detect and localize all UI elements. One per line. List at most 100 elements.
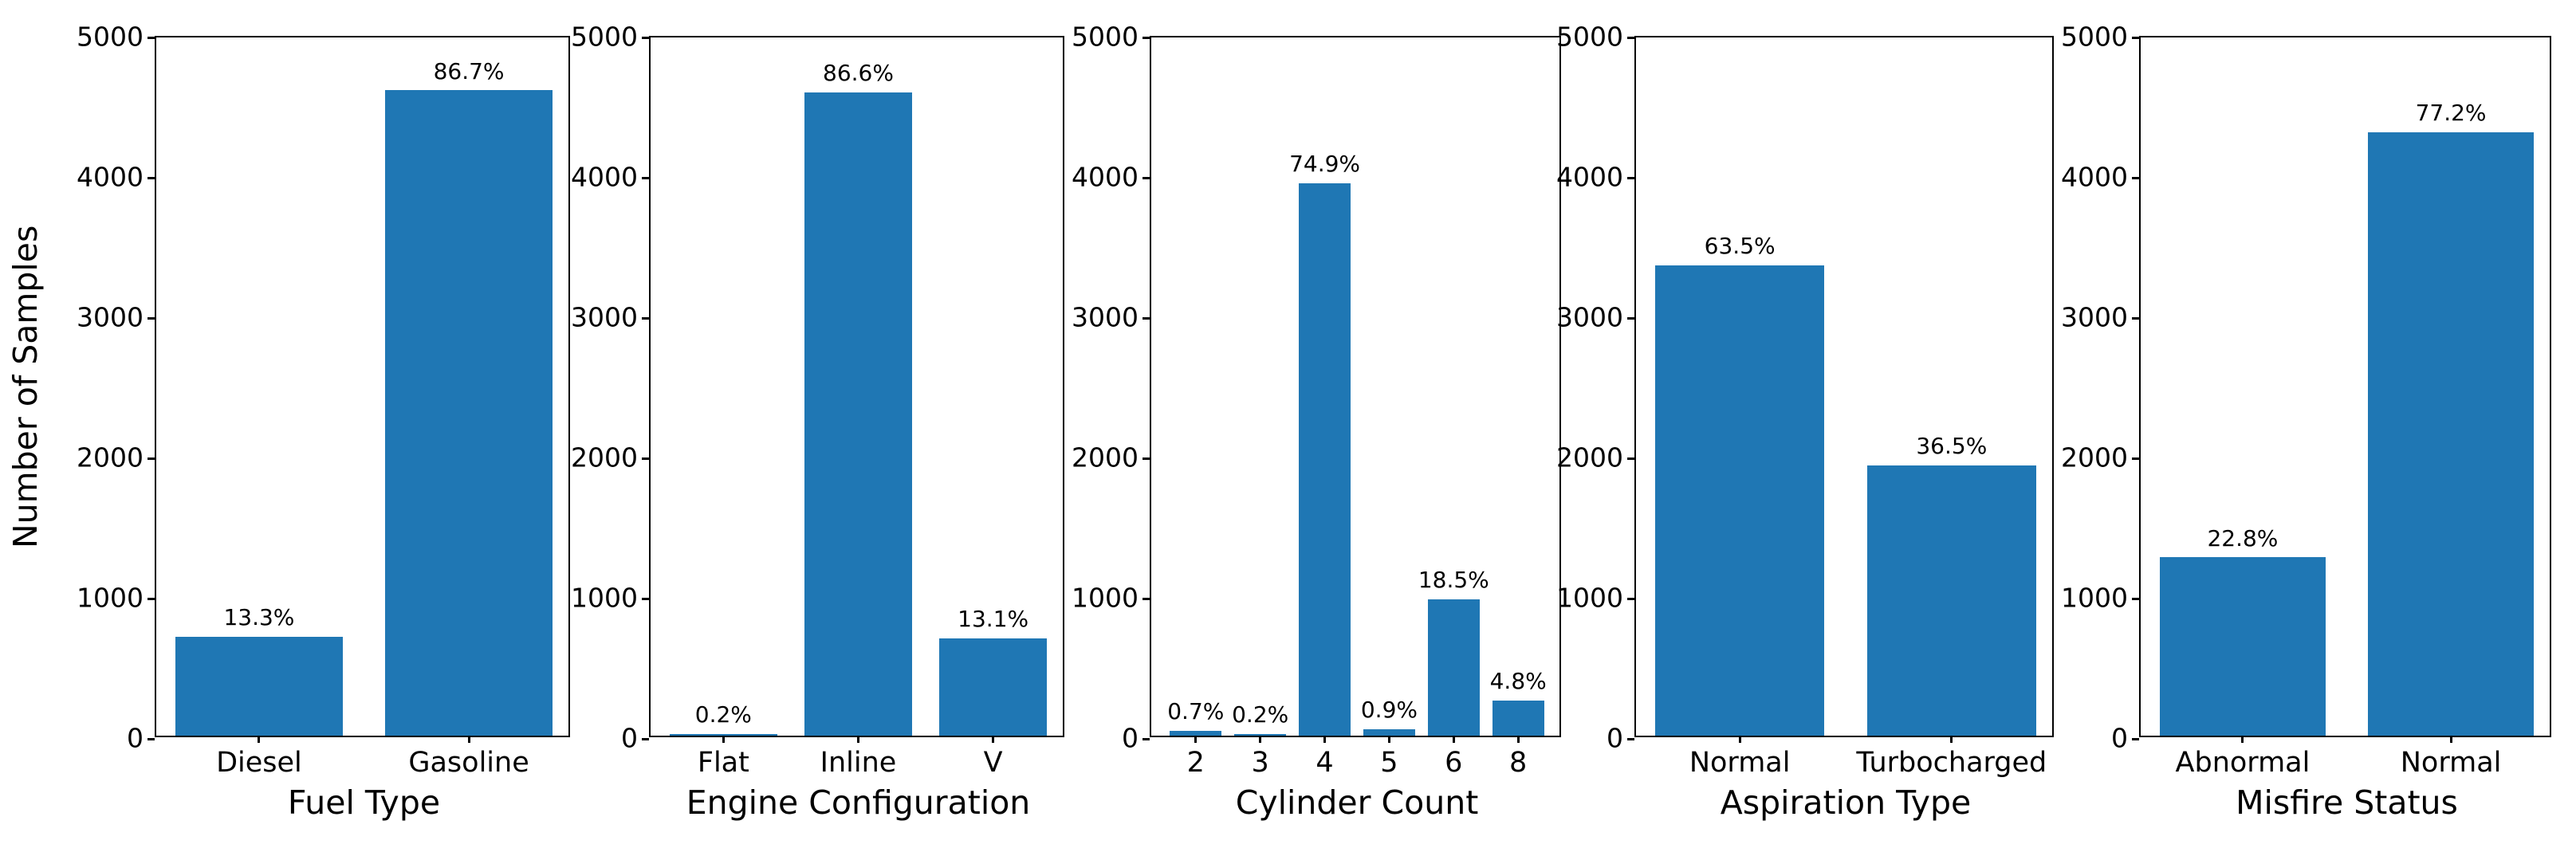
x-tick-label: 4 <box>1316 747 1334 779</box>
y-tick-mark <box>2132 176 2139 179</box>
bar-cylinder-count-5 <box>1363 728 1415 736</box>
x-tick-mark <box>467 736 470 743</box>
y-tick-label: 3000 <box>1072 301 1139 333</box>
y-tick-mark <box>1627 176 1634 179</box>
x-tick-mark <box>1452 736 1455 743</box>
y-tick-label: 1000 <box>1072 582 1139 614</box>
y-tick-label: 0 <box>127 722 144 754</box>
bar-value-label: 0.2% <box>694 701 752 728</box>
y-tick-label: 1000 <box>1556 582 1623 614</box>
x-tick-mark <box>2241 736 2244 743</box>
y-tick-label: 1000 <box>2061 582 2128 614</box>
y-tick-label: 0 <box>1122 722 1139 754</box>
y-tick-mark <box>147 316 155 320</box>
y-axis-label: Number of Samples <box>6 225 45 548</box>
bar-misfire-status-abnormal <box>2159 557 2326 736</box>
x-tick-mark <box>857 736 859 743</box>
y-tick-mark <box>642 597 649 600</box>
y-tick-label: 0 <box>2111 722 2128 754</box>
bar-value-label: 4.8% <box>1489 667 1547 694</box>
x-tick-mark <box>1194 736 1198 743</box>
bar-cylinder-count-2 <box>1170 730 1222 736</box>
y-tick-label: 2000 <box>2061 442 2128 473</box>
y-tick-label: 4000 <box>2061 161 2128 193</box>
y-tick-label: 4000 <box>1072 161 1139 193</box>
y-tick-mark <box>1142 457 1150 460</box>
y-tick-mark <box>642 457 649 460</box>
bar-value-label: 18.5% <box>1418 566 1489 593</box>
x-tick-mark <box>722 736 725 743</box>
x-tick-label: Normal <box>1689 747 1791 779</box>
y-tick-label: 1000 <box>77 582 144 614</box>
y-tick-mark <box>1142 176 1150 179</box>
y-tick-label: 2000 <box>77 442 144 473</box>
x-tick-mark <box>992 736 995 743</box>
y-tick-mark <box>2132 737 2139 740</box>
x-tick-label: 6 <box>1445 747 1463 779</box>
y-tick-label: 5000 <box>1072 21 1139 53</box>
y-tick-label: 1000 <box>571 582 638 614</box>
x-tick-label: Turbocharged <box>1856 747 2047 779</box>
x-tick-label: 8 <box>1509 747 1528 779</box>
x-tick-mark <box>1950 736 1953 743</box>
subplot-engine-configuration: 0 1000 2000 3000 4000 5000 0.2% Flat 86.6% Inline… <box>571 22 1064 822</box>
y-tick-label: 3000 <box>77 301 144 333</box>
x-tick-label: Gasoline <box>408 747 529 779</box>
y-tick-label: 4000 <box>1556 161 1623 193</box>
x-tick-label: Flat <box>697 747 749 779</box>
subplot-aspiration-type: 0 1000 2000 3000 4000 5000 63.5% Normal 36.5% Tur… <box>1556 22 2054 822</box>
bar-engine-configuration-flat <box>669 734 777 736</box>
bar-cylinder-count-3 <box>1234 734 1287 736</box>
bar-fuel-type-gasoline <box>384 90 553 736</box>
y-tick-mark <box>2132 36 2139 39</box>
y-tick-mark <box>147 36 155 39</box>
y-tick-label: 4000 <box>77 161 144 193</box>
y-tick-mark <box>1142 597 1150 600</box>
bar-engine-configuration-inline <box>804 92 913 736</box>
y-tick-label: 3000 <box>1556 301 1623 333</box>
bar-cylinder-count-6 <box>1427 599 1480 736</box>
bar-engine-configuration-v <box>938 638 1048 736</box>
y-tick-mark <box>2132 316 2139 320</box>
bar-misfire-status-normal <box>2367 132 2535 736</box>
bar-value-label: 77.2% <box>2415 100 2487 127</box>
x-tick-mark <box>2449 736 2452 743</box>
y-tick-mark <box>642 316 649 320</box>
x-axis-label: Cylinder Count <box>1235 783 1479 822</box>
y-tick-mark <box>147 597 155 600</box>
y-tick-label: 0 <box>621 722 638 754</box>
bar-value-label: 63.5% <box>1704 233 1776 260</box>
subplot-cylinder-count: 0 1000 2000 3000 4000 5000 0.7% 2 0.2% 3 74.9% 4 0.9… <box>1072 22 1561 822</box>
x-tick-label: Normal <box>2400 747 2502 779</box>
bar-value-label: 13.3% <box>223 603 295 630</box>
y-tick-label: 3000 <box>2061 301 2128 333</box>
bar-cylinder-count-4 <box>1299 183 1351 736</box>
y-tick-mark <box>1142 36 1150 39</box>
y-tick-label: 0 <box>1607 722 1623 754</box>
bar-value-label: 36.5% <box>1916 433 1988 460</box>
y-tick-mark <box>1627 316 1634 320</box>
y-tick-mark <box>147 457 155 460</box>
bar-value-label: 0.9% <box>1360 696 1418 723</box>
bar-aspiration-type-normal <box>1654 265 1825 736</box>
x-tick-label: Inline <box>820 747 897 779</box>
x-axis-label: Fuel Type <box>287 783 441 822</box>
y-tick-label: 5000 <box>1556 21 1623 53</box>
y-tick-mark <box>1142 737 1150 740</box>
bar-cylinder-count-8 <box>1492 700 1544 736</box>
y-tick-label: 5000 <box>571 21 638 53</box>
y-tick-mark <box>2132 457 2139 460</box>
y-tick-label: 4000 <box>571 161 638 193</box>
bar-fuel-type-diesel <box>175 636 344 736</box>
y-tick-mark <box>1627 737 1634 740</box>
y-tick-label: 2000 <box>1556 442 1623 473</box>
subplot-fuel-type: 0 1000 2000 3000 4000 5000 13.3% Diesel 86.7% Gas… <box>77 22 570 822</box>
x-tick-label: 2 <box>1186 747 1205 779</box>
y-tick-label: 3000 <box>571 301 638 333</box>
y-tick-mark <box>1627 36 1634 39</box>
x-tick-mark <box>1323 736 1327 743</box>
y-tick-label: 2000 <box>571 442 638 473</box>
subplot-misfire-status: 0 1000 2000 3000 4000 5000 22.8% Abnormal 77.2% N… <box>2061 22 2551 822</box>
y-tick-mark <box>642 737 649 740</box>
